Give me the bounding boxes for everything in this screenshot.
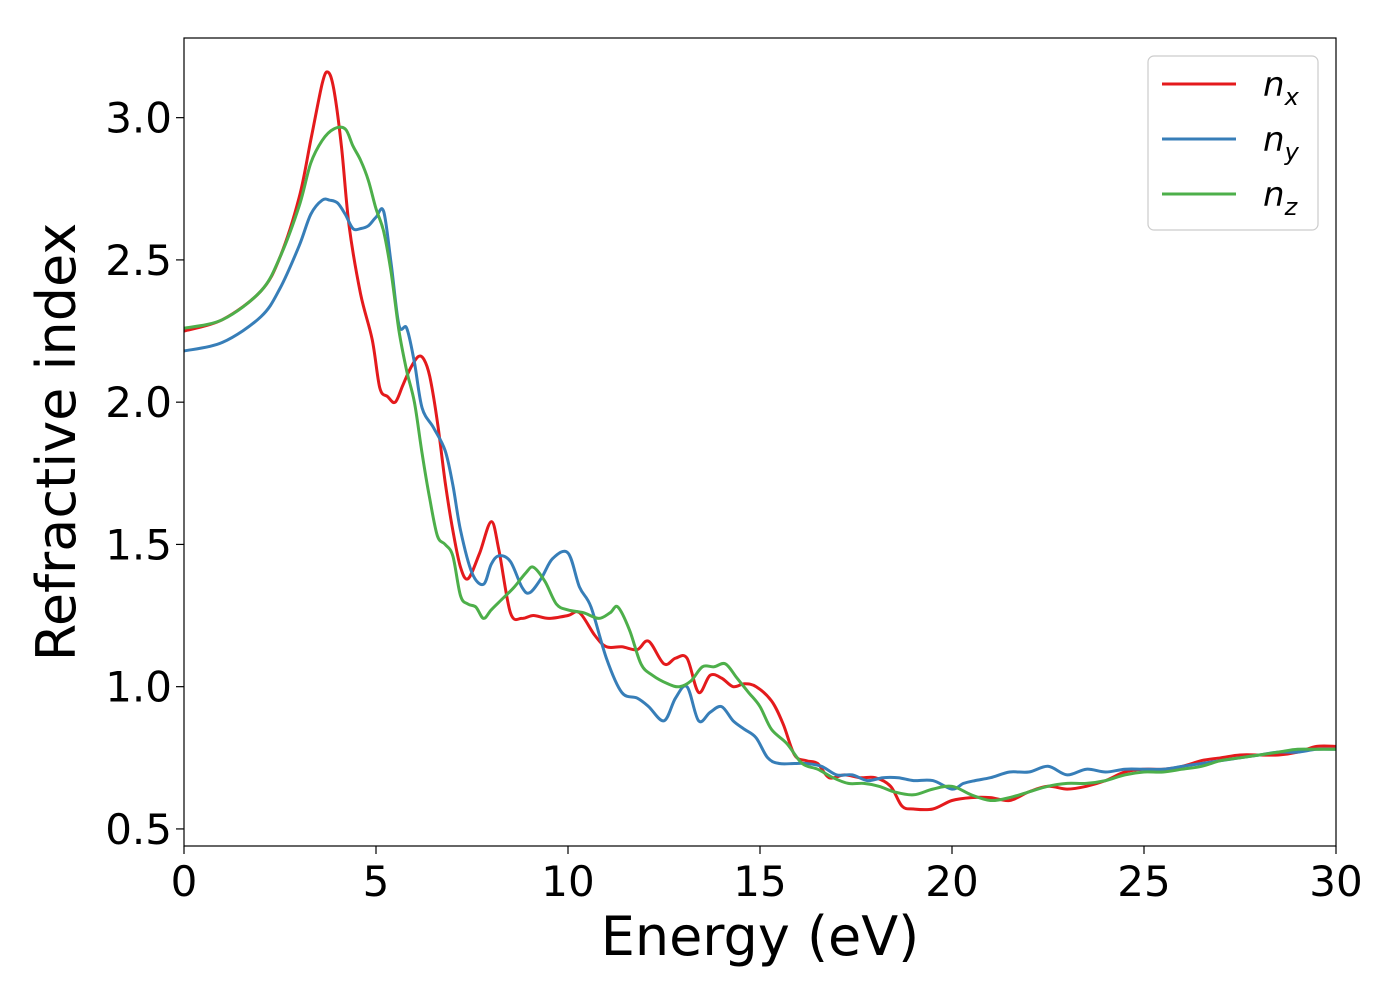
y-axis-title: Refractive index [25,223,88,662]
y-tick-label: 1.0 [105,663,172,712]
y-tick-label: 1.5 [105,520,172,569]
x-axis-ticks: 0 5 10 15 20 25 30 [171,846,1363,906]
legend-box [1147,55,1319,231]
y-tick-label: 3.0 [105,94,172,143]
series-layer [184,70,1336,812]
series-line-nz [184,125,1336,803]
x-axis-title: Energy (eV) [601,905,920,968]
x-tick-label: 15 [733,857,786,906]
series-line-nx [184,70,1336,812]
x-tick-label: 25 [1117,857,1170,906]
x-tick-label: 30 [1309,857,1362,906]
x-tick-label: 20 [925,857,978,906]
y-tick-label: 0.5 [105,805,172,854]
x-tick-label: 10 [541,857,594,906]
series-line-ny [184,197,1336,791]
y-axis-ticks: 0.5 1.0 1.5 2.0 2.5 3.0 [105,94,184,854]
y-tick-label: 2.0 [105,378,172,427]
y-tick-label: 2.5 [105,236,172,285]
x-tick-label: 5 [363,857,390,906]
x-tick-label: 0 [171,857,198,906]
